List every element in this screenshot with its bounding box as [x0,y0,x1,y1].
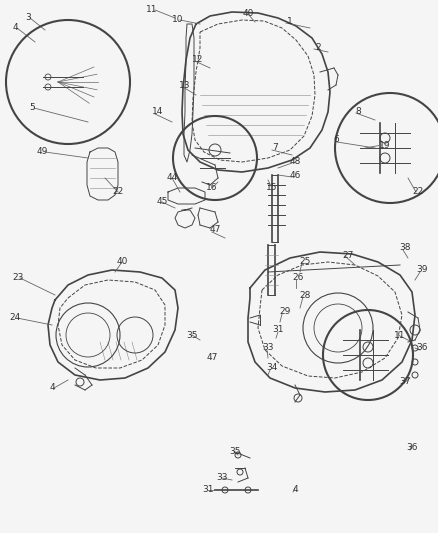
Text: 11: 11 [394,330,406,340]
Text: 23: 23 [12,273,24,282]
Text: 19: 19 [379,141,391,149]
Text: 25: 25 [299,257,311,266]
Text: 38: 38 [399,244,411,253]
Text: 47: 47 [206,353,218,362]
Text: 16: 16 [206,183,218,192]
Text: 35: 35 [229,448,241,456]
Text: 39: 39 [416,265,428,274]
Text: 26: 26 [292,273,304,282]
Text: 27: 27 [343,251,354,260]
Text: 10: 10 [172,15,184,25]
Text: 4: 4 [292,486,298,495]
Text: 6: 6 [333,135,339,144]
Text: 15: 15 [266,183,278,192]
Text: 12: 12 [192,55,204,64]
Text: 1: 1 [287,18,293,27]
Text: 5: 5 [29,103,35,112]
Text: 3: 3 [25,13,31,22]
Text: 13: 13 [179,80,191,90]
Text: 44: 44 [166,174,178,182]
Text: 36: 36 [406,443,418,453]
Text: 24: 24 [9,313,21,322]
Text: 33: 33 [262,343,274,352]
Text: 31: 31 [272,326,284,335]
Text: 31: 31 [202,486,214,495]
Text: 40: 40 [242,10,254,19]
Text: 45: 45 [156,198,168,206]
Text: 40: 40 [117,257,128,266]
Text: 14: 14 [152,108,164,117]
Text: 37: 37 [399,377,411,386]
Text: 22: 22 [113,188,124,197]
Text: 46: 46 [290,171,301,180]
Text: 4: 4 [49,384,55,392]
Text: 4: 4 [12,23,18,33]
Text: 2: 2 [315,44,321,52]
Text: 33: 33 [216,473,228,482]
Text: 36: 36 [416,343,428,352]
Text: 28: 28 [299,290,311,300]
Text: 7: 7 [272,143,278,152]
Text: 35: 35 [186,330,198,340]
Text: 34: 34 [266,364,278,373]
Text: 29: 29 [279,308,291,317]
Text: 11: 11 [146,5,158,14]
Text: 22: 22 [412,188,424,197]
Text: 47: 47 [209,225,221,235]
Text: 49: 49 [36,148,48,157]
Text: 8: 8 [355,108,361,117]
Text: 48: 48 [290,157,301,166]
